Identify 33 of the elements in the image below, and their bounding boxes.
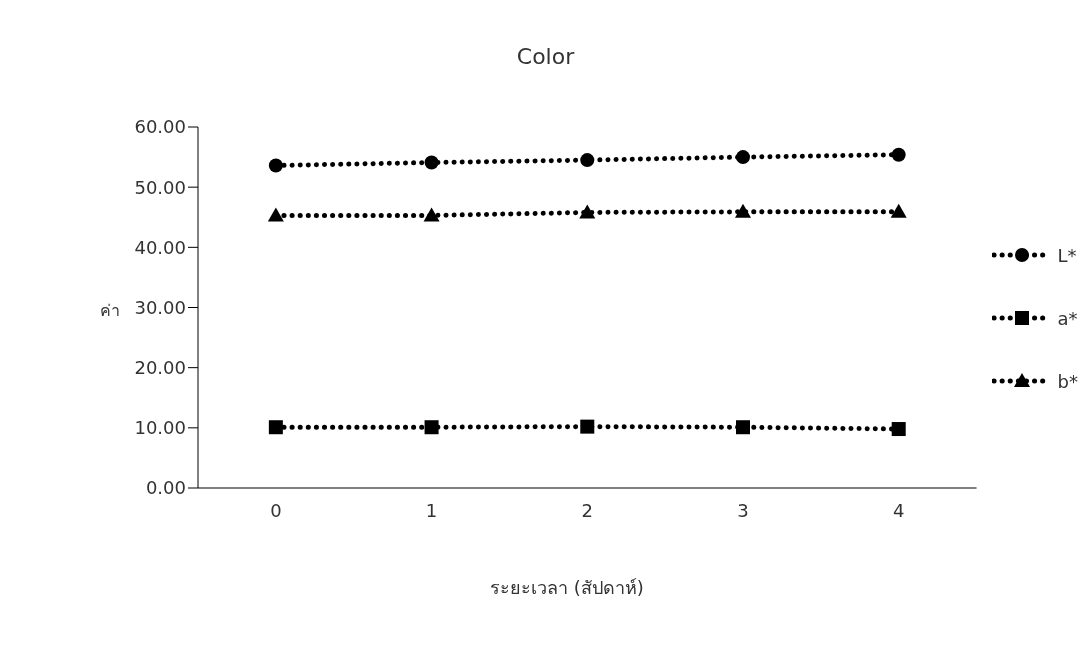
chart-title: Color <box>515 44 576 69</box>
x-tick-label: 2 <box>581 499 594 521</box>
y-tick-label: 0.00 <box>145 477 186 499</box>
legend-label: L* <box>1057 244 1077 266</box>
point <box>890 203 907 218</box>
x-tick-label: 3 <box>737 499 749 521</box>
y-tick-label: 40.00 <box>134 236 186 258</box>
point <box>734 203 751 218</box>
y-tick-label: 10.00 <box>134 417 186 439</box>
point <box>580 419 595 434</box>
point <box>424 155 439 170</box>
point <box>267 207 284 222</box>
legend-label: b* <box>1057 370 1078 392</box>
y-tick-label: 20.00 <box>134 357 186 379</box>
point <box>891 422 906 437</box>
point <box>580 153 595 168</box>
y-axis-title: ค่า <box>100 300 120 322</box>
x-tick-label: 0 <box>270 499 282 521</box>
point <box>579 204 596 219</box>
y-tick-label: 30.00 <box>134 296 186 318</box>
legend-label: a* <box>1057 307 1078 329</box>
x-tick-label: 4 <box>892 499 905 521</box>
y-tick-label: 60.00 <box>134 116 186 138</box>
point <box>735 150 750 165</box>
y-tick-label: 50.00 <box>134 176 186 198</box>
point <box>268 420 283 435</box>
point <box>891 147 906 162</box>
point <box>268 158 283 173</box>
x-axis-title: ระยะเวลา (สัปดาห์) <box>489 576 645 600</box>
point <box>424 420 439 435</box>
point <box>423 207 440 222</box>
point <box>735 420 750 435</box>
x-tick-label: 1 <box>425 499 438 521</box>
